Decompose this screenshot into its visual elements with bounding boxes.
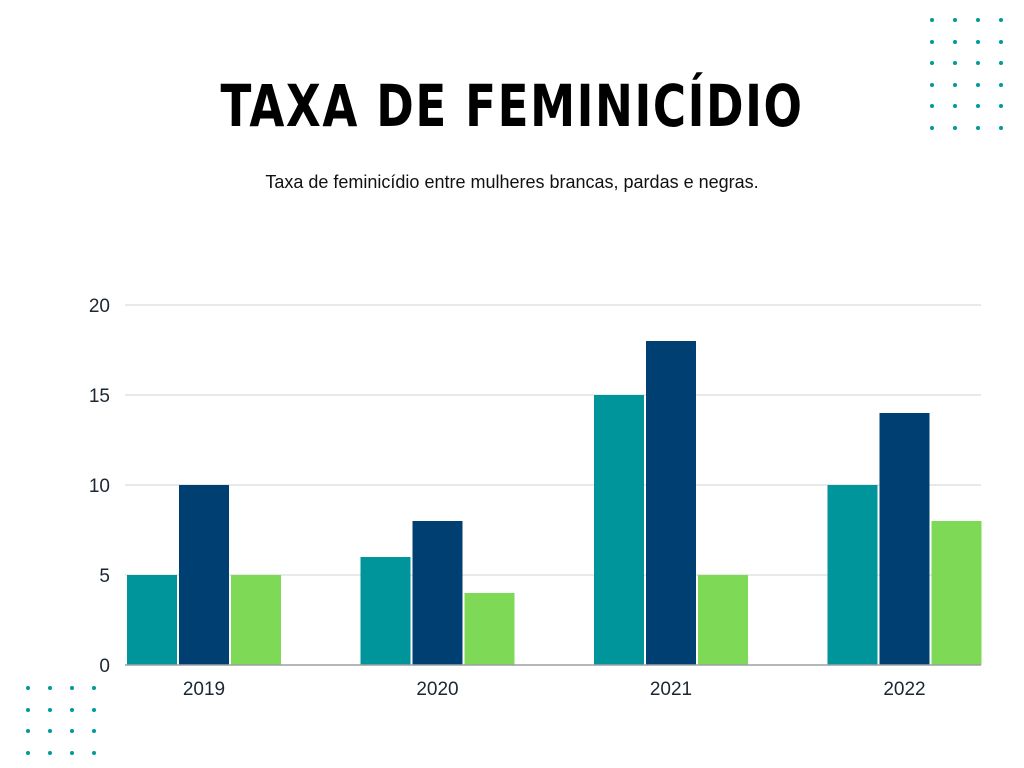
bars [127,341,982,665]
bar [412,521,463,665]
bar [127,575,177,665]
decorative-dot [92,750,96,755]
x-tick-label: 2019 [183,679,225,700]
decorative-dot [953,61,957,65]
chart-subtitle: Taxa de feminicídio entre mulheres branc… [265,172,759,192]
x-axis-labels: 2019 2020 2021 2022 [183,679,926,700]
decorative-dot [48,707,52,712]
bar [698,575,748,665]
bar [931,521,982,665]
x-tick-label: 2022 [883,679,925,700]
decorative-dot [976,61,980,65]
y-tick-label: 15 [89,386,110,407]
y-tick-label: 20 [89,296,110,317]
decorative-dot [976,125,980,130]
decorative-dot [92,729,96,733]
decorative-dot [70,729,74,733]
decorative-dot [976,82,980,87]
decorative-dot [953,39,957,44]
decorative-dot [48,686,52,690]
decorative-dot [999,18,1003,22]
decorative-dot [999,61,1003,65]
x-tick-label: 2021 [650,679,692,700]
decorative-dot [930,82,934,87]
decorative-dot [999,125,1003,130]
decorative-dot [70,686,74,690]
decorative-dot [930,125,934,130]
decorative-dot [70,707,74,712]
decorative-dot [976,104,980,108]
decorative-dot [92,707,96,712]
decorative-dot [48,750,52,755]
decorative-dot [930,61,934,65]
decorative-dot [953,82,957,87]
decorative-dot [999,39,1003,44]
y-tick-label: 0 [99,656,110,677]
decorative-dot [999,82,1003,87]
chart-title: TAXA DE FEMINICÍDIO [220,72,804,140]
decorative-dot [976,18,980,22]
decorative-dot [953,18,957,22]
decorative-dot [953,104,957,108]
bar [179,485,229,665]
y-tick-label: 10 [89,476,110,497]
decorative-dot [26,707,30,712]
bar [827,485,878,665]
y-tick-label: 5 [99,566,110,587]
bar [360,557,411,665]
decorative-dot [92,686,96,690]
bar [231,575,281,665]
decorative-dot [26,750,30,755]
bar [594,395,644,665]
decorative-dot [930,18,934,22]
y-axis-labels: 0 5 10 15 20 [89,296,110,677]
decorative-dot [26,729,30,733]
decorative-dot [70,750,74,755]
bar [646,341,696,665]
bar [464,593,515,665]
bar [879,413,930,665]
decorative-dot [26,686,30,690]
decorative-dot [953,125,957,130]
decorative-dot [48,729,52,733]
decorative-dot [976,39,980,44]
x-tick-label: 2020 [416,679,458,700]
decorative-dot [930,104,934,108]
decorative-dot [999,104,1003,108]
decorative-dot [930,39,934,44]
